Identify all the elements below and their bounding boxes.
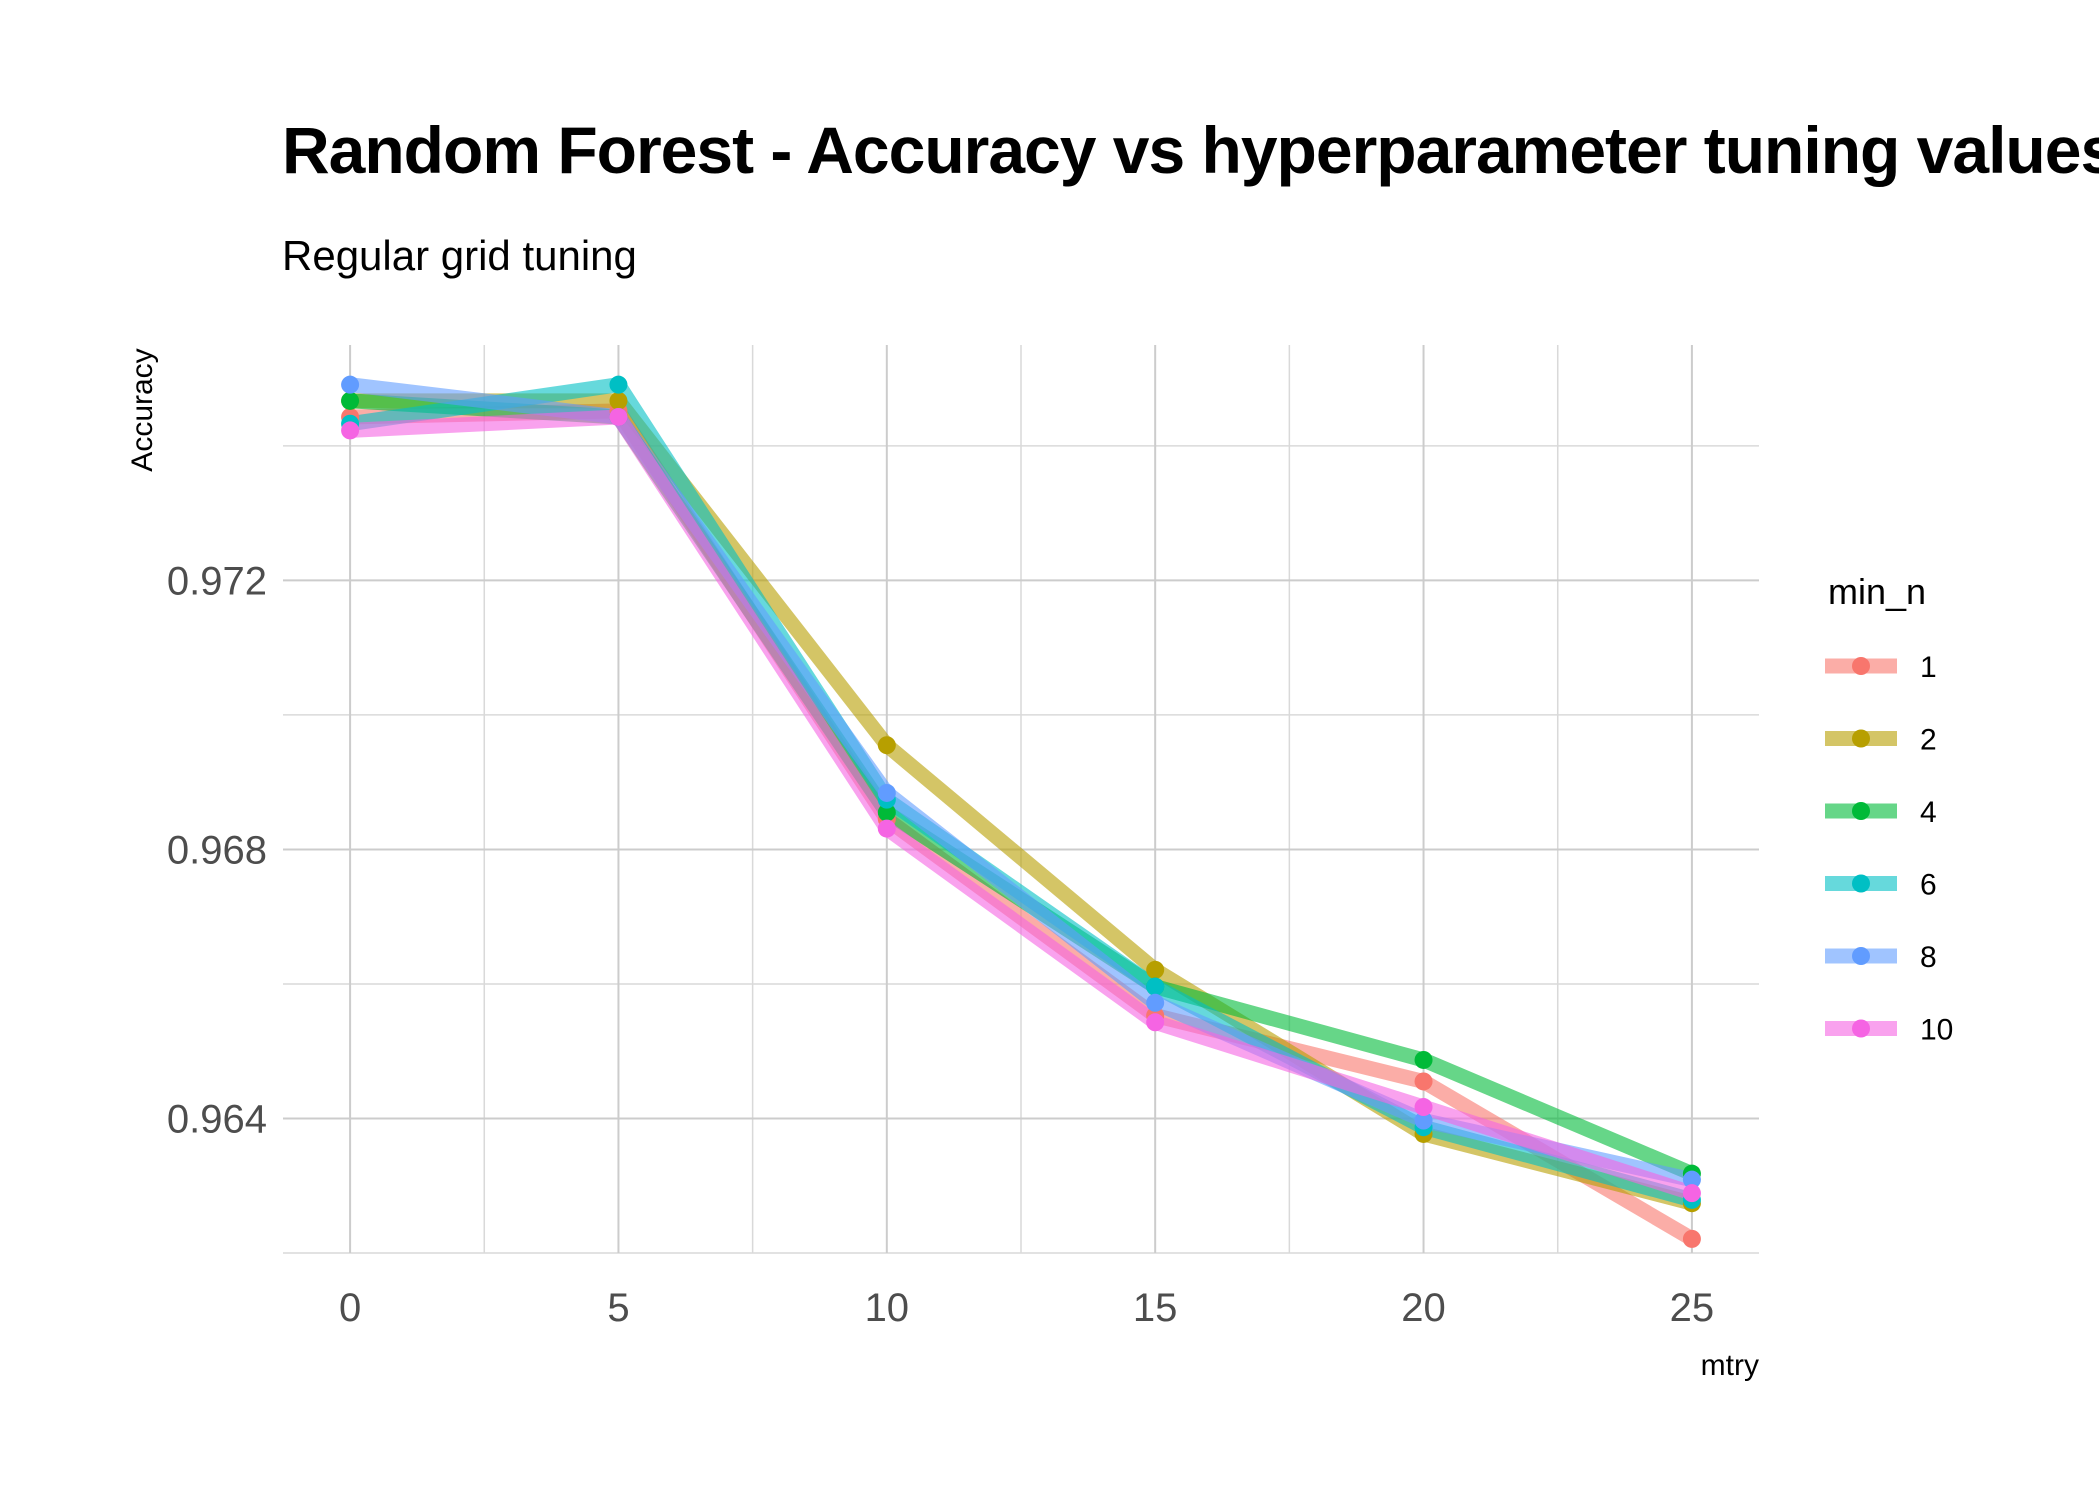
data-point-4 — [341, 391, 360, 410]
chart-subtitle: Regular grid tuning — [282, 232, 637, 279]
chart-title: Random Forest - Accuracy vs hyperparamet… — [282, 113, 2099, 187]
data-point-10 — [877, 819, 896, 838]
legend-key-point — [1852, 947, 1870, 965]
legend-label: 8 — [1920, 941, 1937, 974]
legend-label: 2 — [1920, 724, 1937, 757]
grid-lines — [283, 345, 1759, 1254]
data-point-8 — [341, 375, 360, 394]
x-tick-label: 5 — [607, 1286, 629, 1330]
x-tick-label: 0 — [339, 1286, 361, 1330]
x-axis-title: mtry — [1701, 1349, 1759, 1382]
data-point-10 — [1682, 1184, 1701, 1203]
data-point-6 — [609, 375, 628, 394]
y-tick-label: 0.964 — [167, 1097, 267, 1141]
data-point-10 — [609, 407, 628, 426]
series-line-10 — [349, 409, 1695, 1201]
data-point-10 — [341, 421, 360, 440]
series-lines — [349, 377, 1696, 1246]
legend-item-6: 6 — [1825, 869, 1937, 902]
x-tick-label: 10 — [865, 1286, 910, 1330]
legend-label: 10 — [1920, 1014, 1953, 1047]
data-point-10 — [1146, 1013, 1165, 1032]
legend-key-point — [1852, 802, 1870, 820]
y-tick-label: 0.972 — [167, 559, 267, 603]
data-point-2 — [877, 736, 896, 755]
y-tick-label: 0.968 — [167, 828, 267, 872]
legend-key-point — [1852, 729, 1870, 748]
data-point-2 — [609, 391, 628, 410]
x-tick-label: 25 — [1670, 1286, 1715, 1330]
data-point-4 — [1414, 1050, 1433, 1069]
tick-labels: 0 5 10 15 20 25 0.964 0.968 0.972 — [167, 559, 1714, 1330]
legend-item-4: 4 — [1825, 796, 1937, 829]
data-point-8 — [1414, 1111, 1433, 1130]
legend-key-point — [1852, 874, 1870, 893]
legend-key-point — [1852, 1019, 1870, 1038]
legend-item-2: 2 — [1825, 724, 1937, 757]
legend-key-point — [1852, 657, 1870, 675]
data-point-8 — [877, 783, 896, 802]
x-tick-label: 20 — [1401, 1286, 1446, 1330]
x-tick-label: 15 — [1133, 1286, 1178, 1330]
series-points — [341, 375, 1701, 1248]
data-point-10 — [1414, 1098, 1433, 1117]
legend-label: 6 — [1920, 869, 1937, 902]
data-point-2 — [1146, 960, 1165, 979]
legend-item-10: 10 — [1825, 1014, 1953, 1047]
data-point-8 — [1682, 1170, 1701, 1189]
data-point-1 — [1682, 1229, 1701, 1248]
legend-title: min_n — [1828, 571, 1926, 612]
data-point-4 — [877, 803, 896, 822]
legend-item-1: 1 — [1825, 651, 1937, 684]
legend: min_n 1 2 4 6 8 10 — [1825, 571, 1953, 1047]
legend-item-8: 8 — [1825, 941, 1937, 974]
data-point-1 — [1414, 1072, 1433, 1091]
series-line-8 — [349, 377, 1694, 1188]
y-axis-title: Accuracy — [126, 348, 159, 471]
legend-label: 4 — [1920, 796, 1937, 829]
data-point-8 — [1146, 993, 1165, 1012]
legend-label: 1 — [1920, 651, 1937, 684]
data-point-6 — [1146, 977, 1165, 996]
